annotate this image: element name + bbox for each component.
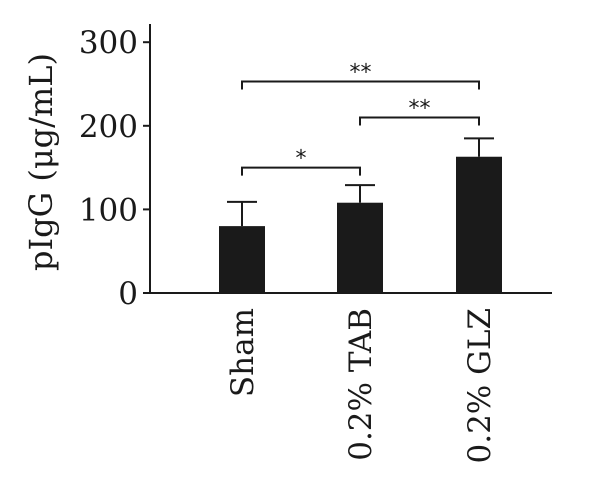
y-tick-label: 0	[118, 276, 138, 312]
significance-label-3: **	[350, 60, 372, 85]
x-axis: Sham 0.2% TAB 0.2% GLZ	[150, 292, 552, 464]
bar-2	[337, 202, 383, 293]
significance-label-1: *	[296, 147, 307, 172]
y-axis-title: pIgG (μg/mL)	[22, 53, 60, 271]
significance-bracket-3	[241, 80, 480, 90]
x-tick-label: 0.2% GLZ	[462, 308, 498, 464]
significance-brackets: *****	[241, 60, 480, 176]
significance-bracket-1	[241, 166, 361, 176]
y-tick-label: 100	[79, 192, 138, 228]
bars	[219, 156, 502, 293]
error-bars	[227, 137, 494, 227]
y-tick-label: 300	[79, 25, 138, 61]
bar-1	[219, 226, 265, 293]
x-tick-label: Sham	[225, 308, 261, 397]
bar-3	[456, 156, 502, 293]
significance-bracket-2	[359, 116, 480, 126]
y-tick-label: 200	[79, 109, 138, 145]
significance-label-2: **	[409, 96, 431, 121]
x-tick-label: 0.2% TAB	[343, 308, 379, 461]
y-axis: 0 100 200 300	[79, 24, 151, 312]
